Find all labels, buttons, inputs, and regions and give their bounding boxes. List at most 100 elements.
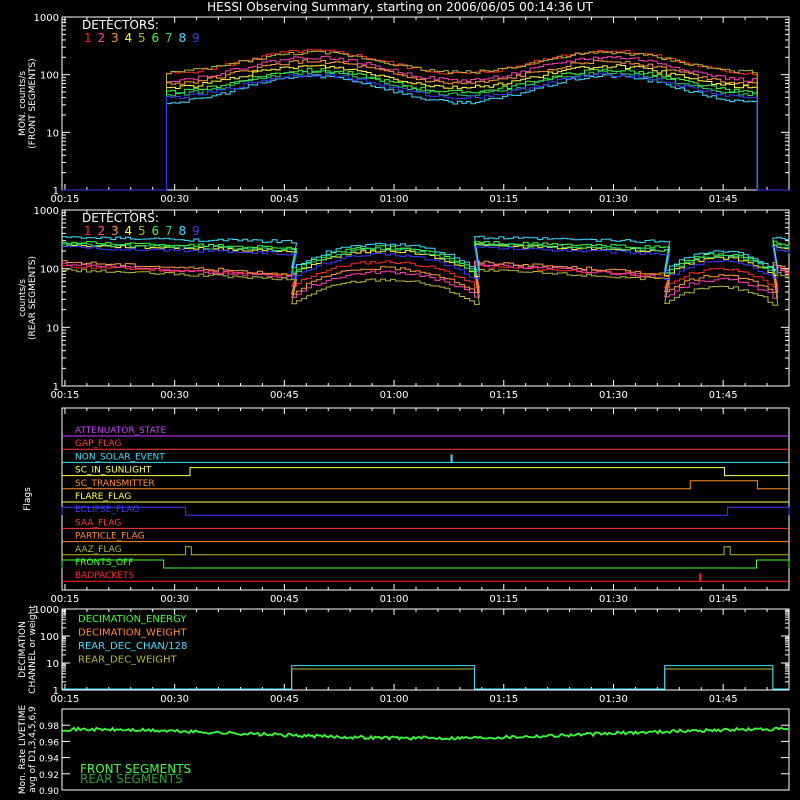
- legend-entry-detector-7: 7: [165, 31, 173, 45]
- legend-entry-rear-dec-weight: REAR_DEC_WEIGHT: [78, 655, 177, 666]
- legend-entry-detector-3: 3: [111, 31, 119, 45]
- y-tick-label: 0.96: [39, 738, 59, 748]
- front-series-detector-2: [62, 55, 789, 191]
- x-tick-label: 00:45: [270, 194, 299, 205]
- legend-entry-front-segments: FRONT SEGMENTS: [80, 762, 191, 776]
- y-tick-label: 1: [53, 186, 59, 197]
- x-tick-label: 01:00: [380, 694, 409, 705]
- flag-line-sc-transmitter: [62, 480, 789, 490]
- y-tick-label: 1: [53, 686, 59, 697]
- flag-line-fronts-off: [61, 559, 790, 569]
- page-title: HESSI Observing Summary, starting on 200…: [207, 0, 593, 14]
- x-tick-label: 00:15: [51, 694, 80, 705]
- x-tick-label: 01:30: [599, 694, 628, 705]
- legend-entry-detector-6: 6: [152, 31, 160, 45]
- panel-1-frame: [61, 16, 790, 191]
- x-tick-label: 01:30: [599, 194, 628, 205]
- rear-dec-weight-line: [62, 668, 789, 690]
- x-tick-label: 01:15: [489, 194, 518, 205]
- y-tick-label: 100: [40, 632, 59, 643]
- y-tick-label: 100: [40, 265, 59, 276]
- legend-entry-rear-segments: REAR SEGMENTS: [80, 772, 183, 786]
- rear-series-detector-3: [62, 260, 790, 295]
- panel-3-frame: [61, 407, 790, 591]
- legend-entry-detector-4: 4: [125, 224, 133, 238]
- flag-label-eclipse-flag: ECLIPSE_FLAG: [75, 505, 139, 515]
- x-tick-label: 01:45: [709, 194, 738, 205]
- flag-label-non-solar-event: NON_SOLAR_EVENT: [75, 452, 165, 462]
- front-series-detector-3: [62, 59, 789, 191]
- panel-2-frame: [61, 209, 790, 387]
- y-tick-label: 0.94: [39, 755, 59, 765]
- y-axis-label: (FRONT SEGMENTS): [28, 58, 38, 148]
- front-series-detector-6: [62, 67, 789, 191]
- flag-label-gap-flag: GAP_FLAG: [75, 439, 121, 449]
- legend-entry-detector-3: 3: [111, 224, 119, 238]
- y-axis-label: Mon. Rate LIVETIME: [18, 705, 28, 795]
- x-tick-label: 01:30: [599, 594, 628, 605]
- panel-4-frame: [61, 608, 790, 691]
- legend-entry-detector-2: 2: [98, 224, 106, 238]
- legend-entry-detector-1: 1: [84, 224, 92, 238]
- rear-series-detector-5: [62, 268, 790, 306]
- x-tick-label: 00:30: [160, 594, 189, 605]
- flag-label-sc-transmitter: SC_TRANSMITTER: [75, 479, 155, 489]
- x-tick-label: 00:15: [51, 390, 80, 401]
- x-tick-label: 00:30: [160, 194, 189, 205]
- x-tick-label: 00:15: [51, 194, 80, 205]
- x-tick-label: 00:30: [160, 390, 189, 401]
- y-tick-label: 10: [46, 323, 59, 334]
- legend-entry-decimation-energy: DECIMATION_ENERGY: [78, 614, 187, 625]
- y-tick-label: 1: [53, 382, 59, 393]
- legend-entry-decimation-weight: DECIMATION_WEIGHT: [78, 628, 187, 639]
- flag-label-aaz-flag: AAZ_FLAG: [75, 545, 122, 555]
- x-tick-label: 01:45: [709, 390, 738, 401]
- x-tick-label: 00:15: [51, 594, 80, 605]
- y-axis-label: (REAR SEGMENTS): [28, 256, 38, 340]
- x-tick-label: 01:00: [380, 594, 409, 605]
- flag-label-saa-flag: SAA_FLAG: [75, 518, 121, 528]
- x-tick-label: 00:45: [270, 694, 299, 705]
- legend-title: DETECTORS:: [82, 211, 159, 225]
- flag-line-aaz-flag: [62, 546, 789, 556]
- front-series-detector-4: [62, 64, 789, 191]
- rear-series-detector-7: [62, 243, 790, 276]
- y-axis-label: Flags: [23, 487, 33, 511]
- front-series-detector-9: [62, 72, 789, 191]
- rear-series-detector-8: [62, 235, 790, 271]
- y-tick-label: 1000: [34, 206, 59, 217]
- y-tick-label: 0.98: [39, 722, 59, 732]
- legend-entry-detector-6: 6: [152, 224, 160, 238]
- legend-entry-detector-5: 5: [138, 31, 146, 45]
- x-tick-label: 01:00: [380, 390, 409, 401]
- y-tick-label: 0.92: [39, 771, 59, 781]
- legend-entry-detector-9: 9: [192, 31, 200, 45]
- panel-5-frame: [61, 708, 790, 791]
- rear-series-detector-9: [62, 245, 790, 280]
- y-axis-label: DECIMATION: [18, 621, 28, 678]
- x-tick-label: 01:45: [709, 694, 738, 705]
- flag-label-badpackets: BADPACKETS: [75, 571, 134, 581]
- x-tick-label: 01:15: [489, 390, 518, 401]
- legend-entry-detector-4: 4: [125, 31, 133, 45]
- front-livetime-line: [62, 726, 790, 741]
- y-tick-label: 1000: [34, 13, 59, 24]
- front-series-detector-5: [62, 50, 789, 191]
- y-axis-label: MON. counts/s: [18, 71, 28, 136]
- x-tick-label: 01:30: [599, 390, 628, 401]
- y-tick-label: 100: [40, 71, 59, 82]
- flag-line-sc-in-sunlight: [62, 467, 789, 477]
- legend-entry-detector-9: 9: [192, 224, 200, 238]
- x-tick-label: 01:45: [709, 594, 738, 605]
- legend-entry-detector-2: 2: [98, 31, 106, 45]
- y-tick-label: 10: [46, 659, 59, 670]
- y-axis-label: CHANNEL or weight: [28, 605, 38, 694]
- legend-entry-detector-1: 1: [84, 31, 92, 45]
- y-tick-label: 1000: [34, 605, 59, 616]
- legend-entry-detector-8: 8: [179, 31, 187, 45]
- flag-label-fronts-off: FRONTS_OFF: [75, 558, 133, 568]
- flag-line-eclipse-flag: [61, 506, 790, 516]
- x-tick-label: 00:45: [270, 594, 299, 605]
- x-tick-label: 00:30: [160, 694, 189, 705]
